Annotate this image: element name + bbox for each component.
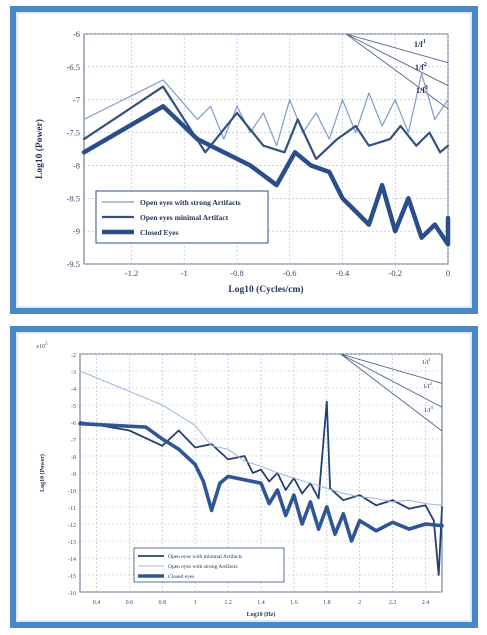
reference-slope-line-1 xyxy=(340,353,443,384)
legend-label-minimal-artifacts: Open eyes with minimal Artifacts xyxy=(168,553,242,560)
x-tick-label: -0.4 xyxy=(336,268,350,278)
x-tick-label: -0.8 xyxy=(230,268,243,278)
ref-label-1: 1/f1 xyxy=(422,357,431,366)
series-layer xyxy=(78,370,444,576)
y-tick-label: -7 xyxy=(71,438,76,444)
x-tick-label: 0.4 xyxy=(93,600,101,606)
ref-label-2: 1/f2 xyxy=(423,381,432,390)
x-tick-label: 0.6 xyxy=(126,600,134,606)
legend: Open eyes with minimal Artifacts Open ey… xyxy=(133,547,285,583)
y-tick-label: -4 xyxy=(71,387,76,393)
x-tick-label: 1.8 xyxy=(323,600,331,606)
reference-slope-line-2 xyxy=(340,353,443,408)
legend-label-strong-artifacts: Open eyes with strong Artifacts xyxy=(140,198,241,207)
y-tick-label: -9 xyxy=(71,472,76,478)
ref-label-3: 1/f3 xyxy=(424,405,434,414)
x-tick-label: 0 xyxy=(446,268,450,278)
x-tick-label: 2.4 xyxy=(422,600,430,606)
x-tick-label: -0.2 xyxy=(389,268,402,278)
x-tick-label: 0.8 xyxy=(159,600,167,606)
reference-slope-line-3 xyxy=(345,33,449,110)
y-tick-label: -9 xyxy=(73,226,80,236)
x-tick-label: -0.6 xyxy=(283,268,296,278)
x-tick-label: 2 xyxy=(358,600,361,606)
x-tick-label: 1 xyxy=(194,600,197,606)
top-chart-panel: -1.2 -1 -0.8 -0.6 -0.4 -0.2 0 -9.5 -9 -8.5 -8 -7.5… xyxy=(10,6,478,314)
series-layer xyxy=(81,72,451,247)
series-line-2 xyxy=(79,370,443,506)
x-tick-labels: 0.4 0.6 0.8 1 1.2 1.4 1.6 1.8 2 2.2 2.4 xyxy=(93,600,430,606)
y-tick-label: -16 xyxy=(68,591,76,597)
x-tick-label: -1.2 xyxy=(125,268,138,278)
y-tick-labels: -9.5 -9 -8.5 -8 -7.5 -7 -6.5 -6 xyxy=(67,29,80,269)
ref-label-2: 1/f2 xyxy=(415,62,427,72)
y-tick-label: -15 xyxy=(68,574,76,580)
y-tick-label: -10 xyxy=(68,489,76,495)
y-tick-label: -6.5 xyxy=(67,62,80,72)
y-tick-label: -9.5 xyxy=(67,259,80,269)
legend-label-minimal-artifact: Open eyes minimal Artifact xyxy=(140,213,229,222)
y-tick-label: -11 xyxy=(68,506,76,512)
y-tick-label: -6 xyxy=(71,421,76,427)
x-tick-label: 2.2 xyxy=(389,600,397,606)
y-tick-label: -8.5 xyxy=(67,193,80,203)
y-tick-label: -7 xyxy=(73,95,80,105)
y-tick-label: -8 xyxy=(71,455,76,461)
reference-slope-lines xyxy=(340,353,443,432)
legend-label-strong-artifacts: Open eyes with strong Artifacts xyxy=(168,563,238,570)
reference-slope-line-3 xyxy=(340,353,443,432)
x-axis-label: Log10 (Cycles/cm) xyxy=(228,284,303,295)
y-tick-label: -5 xyxy=(71,404,76,410)
y-axis-label: Log10 (Power) xyxy=(34,119,45,179)
series-line-2 xyxy=(82,85,450,160)
reference-slope-lines xyxy=(345,33,449,110)
legend-label-closed-eyes: Closed Eyes xyxy=(140,228,179,237)
ref-label-3: 1/f3 xyxy=(416,85,428,95)
x-axis-label: Log10 (Hz) xyxy=(247,611,276,618)
y-tick-label: -8 xyxy=(73,160,80,170)
series-line-1 xyxy=(83,72,449,147)
y-tick-label: -12 xyxy=(68,523,76,529)
bottom-spectrum-chart: 0.4 0.6 0.8 1 1.2 1.4 1.6 1.8 2 2.2 2.4 -2 -3 -4 -5 -6… xyxy=(36,342,444,618)
y-tick-label: -13 xyxy=(68,540,76,546)
reference-slope-line-1 xyxy=(345,33,449,64)
series-line-3 xyxy=(81,104,451,247)
legend-label-closed-eyes: Closed eyes xyxy=(168,574,194,580)
top-spectrum-chart: -1.2 -1 -0.8 -0.6 -0.4 -0.2 0 -9.5 -9 -8.5 -8 -7.5… xyxy=(34,29,451,295)
y-tick-label: -3 xyxy=(71,370,76,376)
x-tick-label: 1.4 xyxy=(257,600,265,606)
x-tick-labels: -1.2 -1 -0.8 -0.6 -0.4 -0.2 0 xyxy=(125,268,450,278)
y-tick-label: -14 xyxy=(68,557,76,563)
reference-slope-line-2 xyxy=(345,33,449,87)
y-tick-label: -6 xyxy=(73,29,80,39)
x-tick-label: 1.6 xyxy=(290,600,298,606)
axis-exponent-label: x103 xyxy=(36,342,48,350)
y-axis-label: Log10 (Power) xyxy=(39,454,46,492)
x-tick-label: -1 xyxy=(181,268,188,278)
series-line-1 xyxy=(79,400,443,576)
y-tick-label: -7.5 xyxy=(67,128,80,138)
y-tick-label: -2 xyxy=(71,353,76,359)
grid xyxy=(80,353,442,593)
legend: Open eyes with strong Artifacts Open eye… xyxy=(95,190,269,244)
ref-label-1: 1/f1 xyxy=(414,39,426,49)
x-tick-label: 1.2 xyxy=(224,600,232,606)
series-line-3 xyxy=(78,421,444,543)
y-tick-labels: -2 -3 -4 -5 -6 -7 -8 -9 -10 -11 -12 -13 -14 -15 -16 xyxy=(68,353,76,597)
bottom-chart-panel: 0.4 0.6 0.8 1 1.2 1.4 1.6 1.8 2 2.2 2.4 -2 -3 -4 -5 -6… xyxy=(10,326,478,628)
